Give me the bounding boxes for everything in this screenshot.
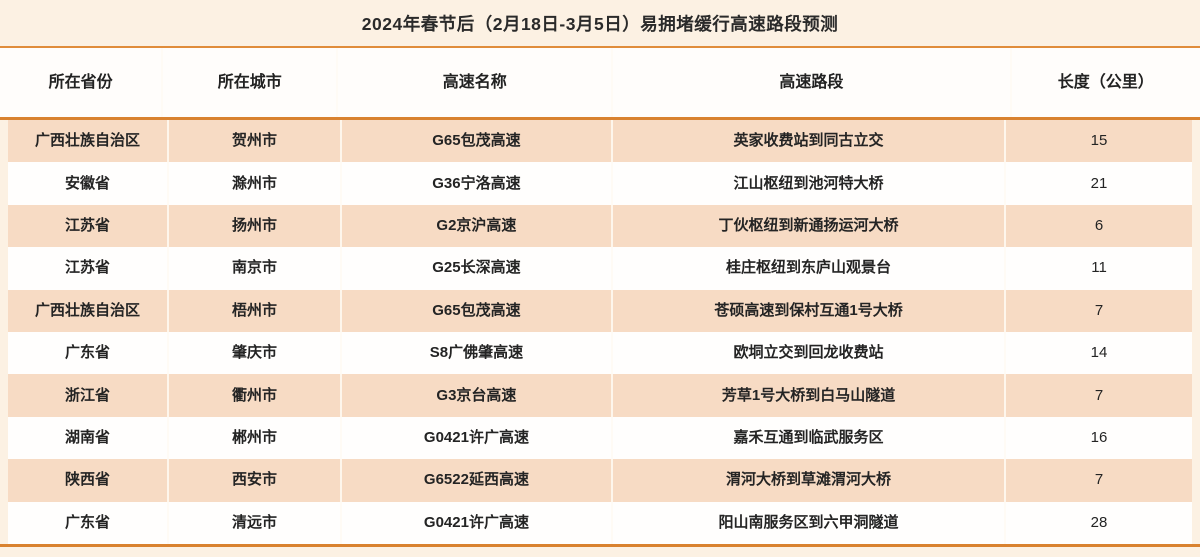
column-header-highway-name: 高速名称 <box>338 48 614 117</box>
cell-province: 广东省 <box>8 332 170 375</box>
cell-length-km: 14 <box>1090 344 1108 362</box>
cell-highway-section: 阳山南服务区到六甲洞隧道 <box>613 501 1007 545</box>
cell-highway-section: 桂庄枢纽到东庐山观景台 <box>613 247 1007 290</box>
table-row: 浙江省 衢州市 G3京台高速 芳草1号大桥到白马山隧道 7 <box>8 374 1192 417</box>
cell-length-km: 7 <box>1094 386 1104 404</box>
header-divider <box>0 117 1200 120</box>
cell-city: 西安市 <box>169 459 342 502</box>
cell-highway-section: 欧垌立交到回龙收费站 <box>613 332 1007 375</box>
table-row: 广东省 清远市 G0421许广高速 阳山南服务区到六甲洞隧道 28 <box>8 501 1192 545</box>
cell-province: 江苏省 <box>8 247 170 290</box>
table-row: 安徽省 滁州市 G36宁洛高速 江山枢纽到池河特大桥 21 <box>8 162 1192 205</box>
table-header-row: 所在省份 所在城市 高速名称 高速路段 长度（公里） <box>0 48 1200 117</box>
cell-province: 安徽省 <box>8 162 170 205</box>
cell-highway-section: 江山枢纽到池河特大桥 <box>613 162 1007 205</box>
cell-highway-section: 嘉禾互通到临武服务区 <box>613 416 1007 460</box>
table-row: 陕西省 西安市 G6522延西高速 渭河大桥到草滩渭河大桥 7 <box>8 459 1192 502</box>
cell-highway-name: G0421许广高速 <box>342 416 613 460</box>
table-row: 广西壮族自治区 贺州市 G65包茂高速 英家收费站到同古立交 15 <box>8 120 1192 163</box>
table-row: 江苏省 扬州市 G2京沪高速 丁伙枢纽到新通扬运河大桥 6 <box>8 204 1192 248</box>
cell-city: 郴州市 <box>169 416 342 460</box>
cell-length-km: 16 <box>1090 429 1108 447</box>
cell-length-km: 15 <box>1090 132 1108 150</box>
cell-length-km: 28 <box>1090 513 1108 531</box>
column-header-length-km: 长度（公里） <box>1057 73 1154 91</box>
cell-length-km: 21 <box>1090 174 1108 192</box>
footer-space <box>0 547 1200 557</box>
cell-length-km: 11 <box>1091 259 1107 277</box>
top-divider <box>0 46 1200 48</box>
cell-city: 扬州市 <box>169 204 342 248</box>
table-row: 江苏省 南京市 G25长深高速 桂庄枢纽到东庐山观景台 11 <box>8 247 1192 290</box>
cell-highway-name: G3京台高速 <box>342 374 613 417</box>
cell-highway-name: G65包茂高速 <box>342 289 613 333</box>
cell-length-km: 7 <box>1094 471 1104 489</box>
table-row: 广西壮族自治区 梧州市 G65包茂高速 苍硕高速到保村互通1号大桥 7 <box>8 289 1192 333</box>
cell-city: 滁州市 <box>169 162 342 205</box>
bottom-divider <box>0 544 1200 547</box>
cell-province: 广西壮族自治区 <box>8 120 170 163</box>
cell-highway-section: 苍硕高速到保村互通1号大桥 <box>613 289 1007 333</box>
cell-province: 湖南省 <box>8 416 170 460</box>
cell-highway-section: 英家收费站到同古立交 <box>613 120 1007 163</box>
page-title: 2024年春节后（2月18日-3月5日）易拥堵缓行高速路段预测 <box>361 13 839 34</box>
cell-province: 广东省 <box>8 501 170 545</box>
cell-province: 广西壮族自治区 <box>8 289 170 333</box>
table-row: 湖南省 郴州市 G0421许广高速 嘉禾互通到临武服务区 16 <box>8 416 1192 460</box>
cell-city: 衢州市 <box>169 374 342 417</box>
cell-highway-section: 渭河大桥到草滩渭河大桥 <box>613 459 1007 502</box>
cell-length-km: 6 <box>1094 217 1104 235</box>
cell-province: 浙江省 <box>8 374 170 417</box>
column-header-province: 所在省份 <box>0 48 164 117</box>
cell-highway-name: S8广佛肇高速 <box>342 332 613 375</box>
cell-highway-name: G25长深高速 <box>342 247 613 290</box>
cell-highway-section: 芳草1号大桥到白马山隧道 <box>613 374 1007 417</box>
cell-highway-name: G2京沪高速 <box>342 204 613 248</box>
cell-length-km: 7 <box>1094 301 1104 319</box>
cell-highway-name: G0421许广高速 <box>342 501 613 545</box>
cell-highway-name: G6522延西高速 <box>342 459 613 502</box>
table-body: 广西壮族自治区 贺州市 G65包茂高速 英家收费站到同古立交 15 安徽省 滁州… <box>8 120 1192 545</box>
cell-province: 江苏省 <box>8 204 170 248</box>
cell-city: 贺州市 <box>169 120 342 163</box>
table-row: 广东省 肇庆市 S8广佛肇高速 欧垌立交到回龙收费站 14 <box>8 332 1192 375</box>
cell-highway-section: 丁伙枢纽到新通扬运河大桥 <box>613 204 1007 248</box>
cell-highway-name: G36宁洛高速 <box>342 162 613 205</box>
cell-province: 陕西省 <box>8 459 170 502</box>
column-header-highway-section: 高速路段 <box>613 48 1012 117</box>
cell-city: 梧州市 <box>169 289 342 333</box>
cell-city: 清远市 <box>169 501 342 545</box>
cell-city: 肇庆市 <box>169 332 342 375</box>
cell-highway-name: G65包茂高速 <box>342 120 613 163</box>
column-header-city: 所在城市 <box>163 48 339 117</box>
cell-city: 南京市 <box>169 247 342 290</box>
